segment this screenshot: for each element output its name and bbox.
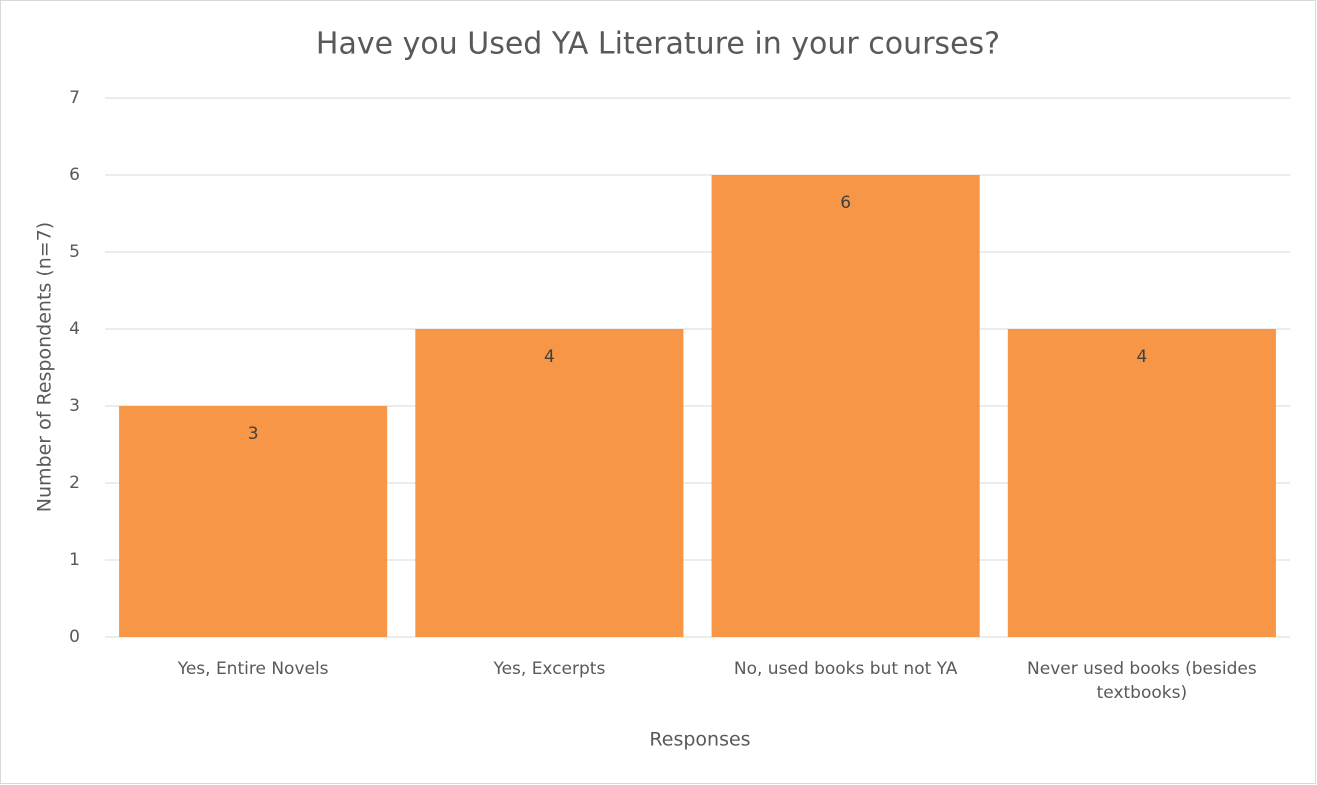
bar <box>1007 329 1276 637</box>
data-label: 4 <box>544 347 555 367</box>
data-label: 4 <box>1136 347 1147 367</box>
y-tick-label: 0 <box>69 627 80 647</box>
x-tick-label: Never used books (besides textbooks) <box>1027 659 1257 703</box>
x-tick-label: Yes, Entire Novels <box>177 659 329 679</box>
bar <box>415 329 684 637</box>
y-tick-label: 3 <box>69 396 80 416</box>
bar <box>711 175 980 637</box>
data-label: 6 <box>840 193 851 213</box>
y-tick-label: 7 <box>69 88 80 108</box>
y-tick-label: 1 <box>69 550 80 570</box>
y-axis-title: Number of Respondents (n=7) <box>34 222 56 512</box>
y-tick-label: 5 <box>69 242 80 262</box>
x-tick-label: No, used books but not YA <box>733 659 958 679</box>
y-tick-label: 4 <box>69 319 80 339</box>
x-tick-label: Yes, Excerpts <box>493 659 606 679</box>
bar <box>119 406 388 637</box>
y-tick-label: 6 <box>69 165 80 185</box>
data-label: 3 <box>248 424 259 444</box>
y-tick-label: 2 <box>69 473 80 493</box>
x-axis-title: Responses <box>649 729 750 751</box>
chart-title: Have you Used YA Literature in your cour… <box>316 27 1000 62</box>
